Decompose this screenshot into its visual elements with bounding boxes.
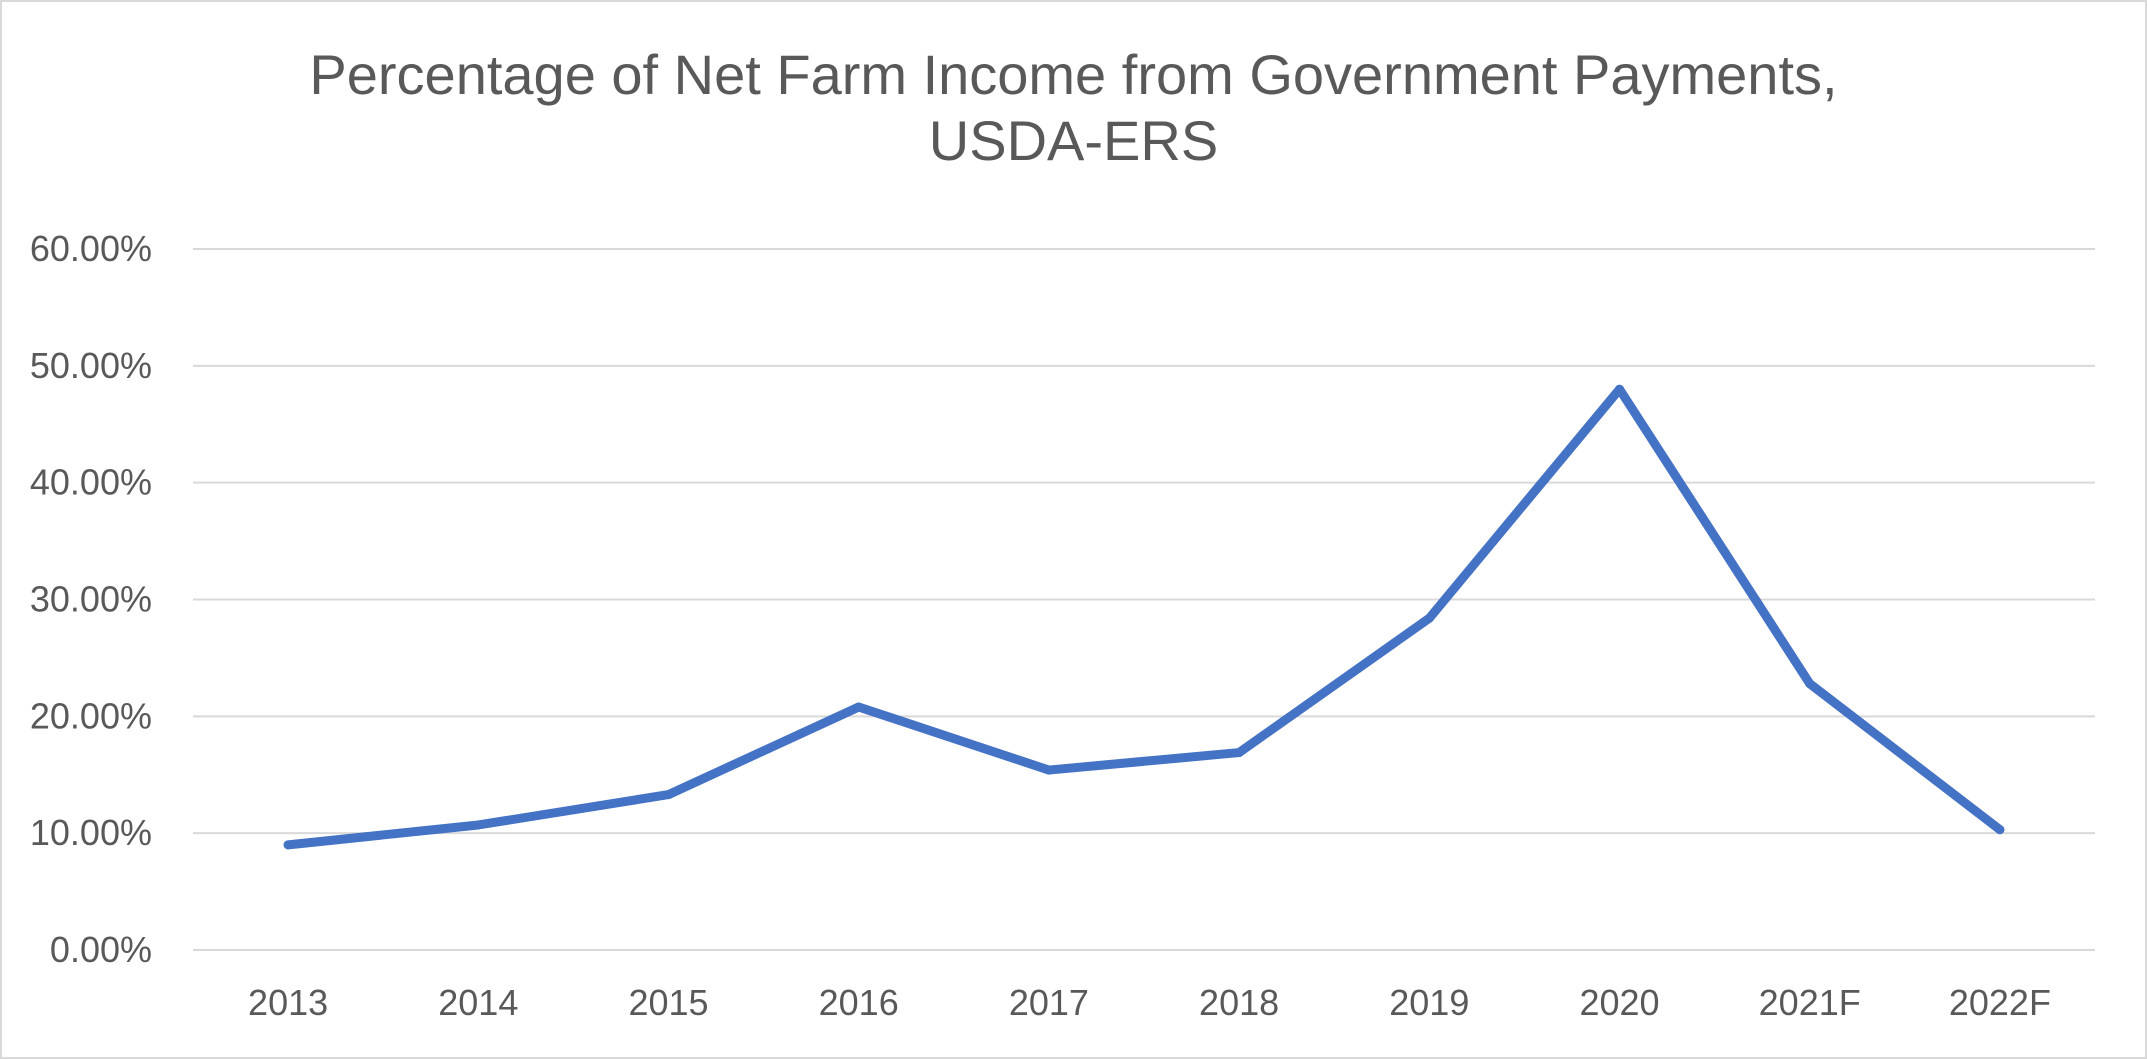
series-layer	[283, 384, 2005, 850]
data-point	[283, 840, 293, 850]
series-line	[283, 384, 2005, 850]
data-point	[473, 820, 483, 830]
x-tick-label: 2016	[819, 982, 899, 1023]
y-tick-label: 40.00%	[30, 462, 152, 503]
data-point	[1805, 679, 1815, 689]
y-axis-tick-labels: 0.00% 10.00% 20.00% 30.00% 40.00% 50.00% 60.00…	[30, 228, 152, 970]
x-tick-label: 2022F	[1949, 982, 2051, 1023]
x-tick-label: 2020	[1579, 982, 1659, 1023]
data-point	[1424, 613, 1434, 623]
x-tick-label: 2018	[1199, 982, 1279, 1023]
data-point	[1615, 384, 1624, 394]
y-tick-label: 20.00%	[30, 695, 152, 736]
data-point	[664, 790, 673, 800]
chart-title-line-2: USDA-ERS	[928, 109, 1219, 172]
chart-title-line-1: Percentage of Net Farm Income from Gover…	[309, 43, 1838, 106]
y-tick-label: 60.00%	[30, 228, 152, 269]
gridlines	[193, 248, 2095, 951]
x-tick-label: 2017	[1009, 982, 1089, 1023]
y-tick-label: 0.00%	[50, 929, 152, 970]
x-tick-label: 2013	[248, 982, 328, 1023]
x-tick-label: 2019	[1389, 982, 1469, 1023]
y-tick-label: 30.00%	[30, 579, 152, 620]
chart-title: Percentage of Net Farm Income from Gover…	[0, 42, 2147, 174]
data-point	[1234, 748, 1244, 758]
x-tick-label: 2014	[438, 982, 518, 1023]
data-point	[1044, 765, 1054, 775]
y-tick-label: 10.00%	[30, 812, 152, 853]
y-tick-label: 50.00%	[30, 345, 152, 386]
x-tick-label: 2021F	[1759, 982, 1861, 1023]
data-point	[854, 702, 864, 712]
x-tick-label: 2015	[628, 982, 708, 1023]
x-axis-tick-labels: 2013 2014 2015 2016 2017 2018 2019 2020 2021F 202…	[248, 982, 2051, 1023]
data-point	[1995, 825, 2005, 835]
